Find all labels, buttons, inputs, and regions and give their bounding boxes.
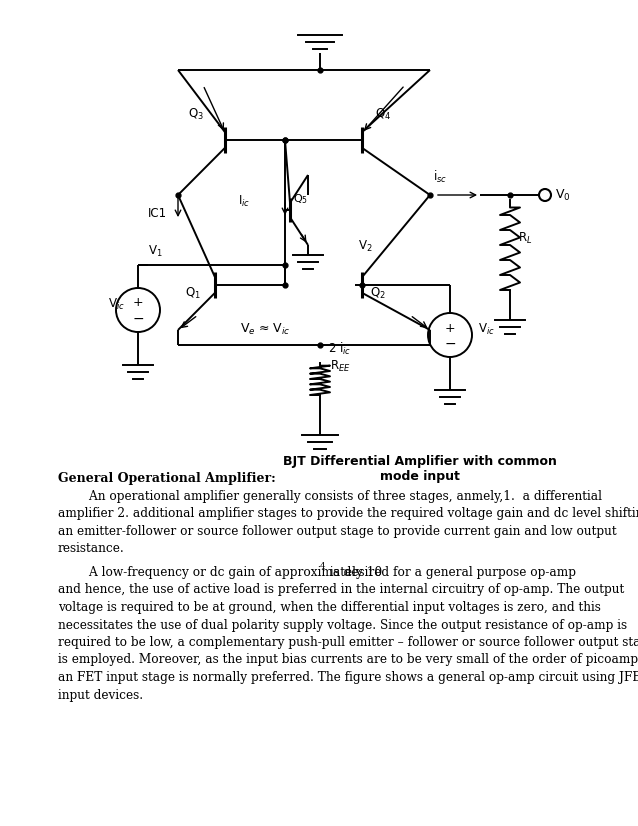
Text: +: +: [133, 297, 144, 310]
Text: V$_0$: V$_0$: [555, 188, 570, 202]
Text: necessitates the use of dual polarity supply voltage. Since the output resistanc: necessitates the use of dual polarity su…: [58, 619, 627, 632]
Text: Q$_1$: Q$_1$: [185, 286, 201, 301]
Text: 4: 4: [320, 562, 325, 571]
Text: V$_2$: V$_2$: [358, 239, 373, 254]
Text: Q$_2$: Q$_2$: [370, 286, 386, 301]
Text: R$_L$: R$_L$: [518, 231, 532, 246]
Text: Q$_4$: Q$_4$: [375, 107, 391, 122]
Text: required to be low, a complementary push-pull emitter – follower or source follo: required to be low, a complementary push…: [58, 636, 638, 649]
Text: V$_e$ ≈ V$_{ic}$: V$_e$ ≈ V$_{ic}$: [240, 322, 291, 337]
Text: An operational amplifier generally consists of three stages, anmely,1.  a differ: An operational amplifier generally consi…: [58, 490, 602, 503]
Text: I$_{ic}$: I$_{ic}$: [238, 194, 250, 209]
Text: and hence, the use of active load is preferred in the internal circuitry of op-a: and hence, the use of active load is pre…: [58, 583, 624, 596]
Text: amplifier 2. additional amplifier stages to provide the required voltage gain an: amplifier 2. additional amplifier stages…: [58, 507, 638, 520]
Text: is desired for a general purpose op-amp: is desired for a general purpose op-amp: [326, 566, 576, 579]
Text: General Operational Amplifier:: General Operational Amplifier:: [58, 472, 276, 485]
Text: IC1: IC1: [148, 207, 167, 220]
Text: is employed. Moreover, as the input bias currents are to be very small of the or: is employed. Moreover, as the input bias…: [58, 653, 638, 667]
Text: 2 i$_{ic}$: 2 i$_{ic}$: [328, 341, 352, 357]
Text: −: −: [444, 337, 456, 351]
Text: i$_{sc}$: i$_{sc}$: [433, 169, 447, 185]
Text: resistance.: resistance.: [58, 543, 125, 556]
Text: input devices.: input devices.: [58, 689, 143, 701]
Text: +: +: [445, 321, 456, 335]
Text: an emitter-follower or source follower output stage to provide current gain and : an emitter-follower or source follower o…: [58, 525, 616, 538]
Text: an FET input stage is normally preferred. The figure shows a general op-amp circ: an FET input stage is normally preferred…: [58, 671, 638, 684]
Text: A low-frequency or dc gain of approximately 10: A low-frequency or dc gain of approximat…: [58, 566, 382, 579]
Text: BJT Differential Amplifier with common
mode input: BJT Differential Amplifier with common m…: [283, 455, 557, 483]
Text: Q$_3$: Q$_3$: [188, 107, 204, 122]
Text: −: −: [132, 312, 144, 326]
Text: V$_1$: V$_1$: [148, 244, 163, 259]
Text: Q$_5$: Q$_5$: [293, 192, 308, 206]
Text: V$_{ic}$: V$_{ic}$: [108, 297, 125, 312]
Text: voltage is required to be at ground, when the differential input voltages is zer: voltage is required to be at ground, whe…: [58, 601, 601, 614]
Text: R$_{EE}$: R$_{EE}$: [330, 359, 351, 374]
Text: V$_{ic}$: V$_{ic}$: [478, 322, 495, 337]
